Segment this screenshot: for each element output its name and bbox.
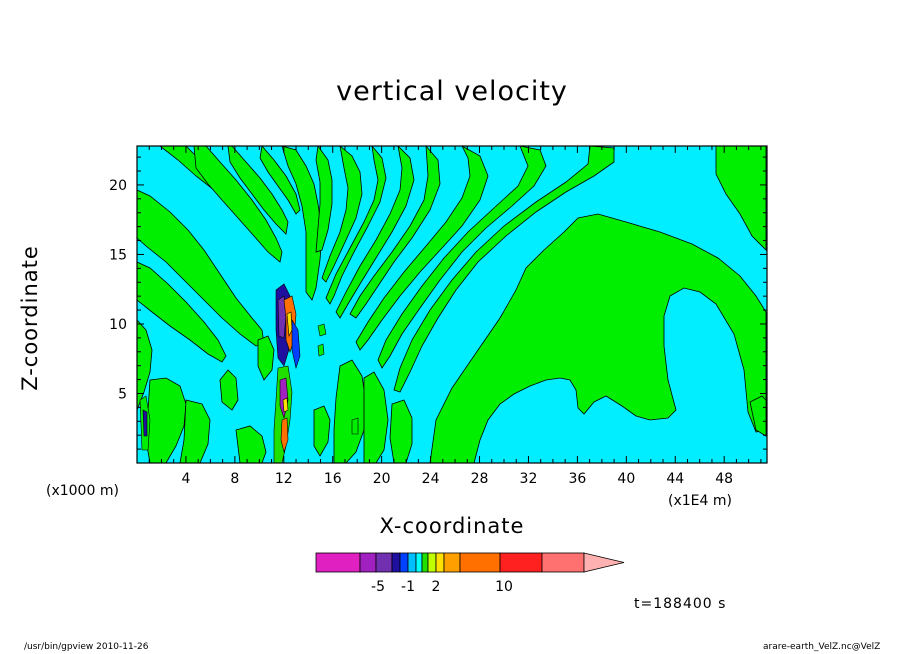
y-axis-label: Z-coordinate <box>18 245 42 391</box>
colorbar-segment <box>399 552 409 573</box>
x-tick-label: 32 <box>520 471 538 487</box>
footer-file-variable: arare-earth_VelZ.nc@VelZ <box>763 642 881 652</box>
colorbar-arrow <box>583 552 625 573</box>
x-tick-label: 44 <box>666 471 684 487</box>
y-tick-label: 15 <box>109 247 127 263</box>
colorbar-segment <box>435 552 445 573</box>
contour-region <box>257 335 275 381</box>
colorbar-label: 2 <box>432 579 441 595</box>
contour-region <box>363 371 389 463</box>
contour-region <box>349 146 441 319</box>
colorbar-label: -1 <box>401 579 415 595</box>
core-downdraft-inner <box>277 295 287 339</box>
colorbar-label: 10 <box>495 579 513 595</box>
core-lower-orange <box>280 417 289 454</box>
colorbar-segment <box>315 552 361 573</box>
colorbar-label: -5 <box>371 579 385 595</box>
x-scale-label: (x1E4 m) <box>668 493 732 509</box>
y-tick-label: 10 <box>109 317 127 333</box>
contour-region <box>219 369 239 411</box>
x-tick-label: 24 <box>422 471 440 487</box>
contour-region <box>333 359 367 463</box>
contour-region <box>749 395 767 437</box>
left-edge-dark <box>142 409 148 437</box>
core-lower-yellow <box>282 397 289 413</box>
contour-region <box>315 146 333 253</box>
contour-region <box>137 319 153 411</box>
x-tick-label: 16 <box>324 471 342 487</box>
contour-region <box>429 213 767 463</box>
colorbar-segment <box>499 552 543 573</box>
contour-region <box>259 146 301 215</box>
contour-region <box>393 146 615 393</box>
y-tick-label: 20 <box>109 178 127 194</box>
time-label: t=188400 s <box>634 596 727 612</box>
colorbar-segment <box>421 552 429 573</box>
x-tick-label: 40 <box>617 471 635 487</box>
footer-command-date: /usr/bin/gpview 2010-11-26 <box>24 642 149 652</box>
colorbar-segment <box>359 552 377 573</box>
contour-region <box>377 146 547 369</box>
contour-region <box>355 146 489 351</box>
colorbar-segment <box>375 552 393 573</box>
colorbar-segment <box>541 552 585 573</box>
contour-region <box>325 146 387 305</box>
x-tick-label: 48 <box>715 471 733 487</box>
x-tick-label: 8 <box>230 471 239 487</box>
y-tick-label: 5 <box>118 386 127 402</box>
contour-region <box>193 146 283 263</box>
colorbar-segment <box>415 552 423 573</box>
colorbar-segment <box>391 552 401 573</box>
x-axis-label: X-coordinate <box>379 514 525 538</box>
colorbar-segment <box>407 552 417 573</box>
contour-region <box>313 405 331 457</box>
colorbar-segment <box>427 552 437 573</box>
colorbar-segment <box>443 552 461 573</box>
contour-region <box>179 399 211 463</box>
chart-title: vertical velocity <box>336 76 568 107</box>
contour-region <box>321 146 363 283</box>
plot-frame <box>136 145 768 464</box>
x-tick-label: 12 <box>275 471 293 487</box>
x-tick-label: 36 <box>568 471 586 487</box>
dash-cell <box>317 343 325 357</box>
x-unit-label: (x1000 m) <box>46 483 119 499</box>
contour-region <box>281 146 323 301</box>
contour-region <box>389 399 413 463</box>
contour-region <box>715 146 767 251</box>
colorbar-segment <box>459 552 501 573</box>
contour-region <box>235 425 267 463</box>
contour-region <box>335 146 415 319</box>
core-blue <box>291 318 301 370</box>
x-tick-label: 20 <box>373 471 391 487</box>
x-tick-label: 4 <box>181 471 190 487</box>
contour-region <box>227 146 289 235</box>
contour-regions <box>137 146 767 463</box>
core-cells <box>139 283 359 463</box>
contour-region <box>137 261 227 363</box>
dash-cell <box>351 417 359 435</box>
colorbar: -5 -1 2 10 <box>315 552 625 595</box>
x-tick-label: 28 <box>471 471 489 487</box>
dash-cell <box>317 323 327 337</box>
